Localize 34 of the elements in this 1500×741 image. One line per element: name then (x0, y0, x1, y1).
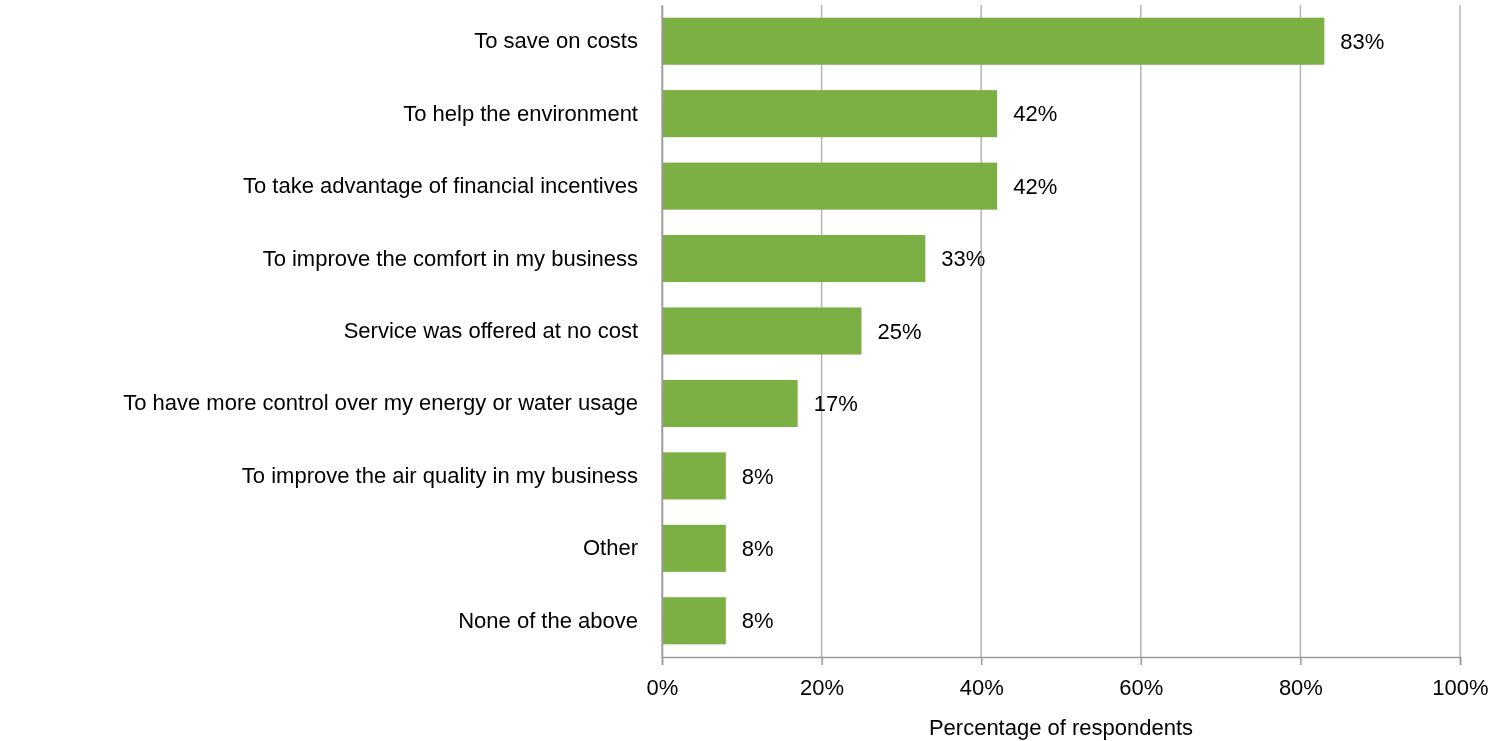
bar (662, 452, 726, 500)
y-tick-label: To have more control over my energy or water usage (123, 390, 638, 416)
bar (662, 379, 798, 427)
x-tick-label: 100% (1432, 674, 1489, 700)
data-label: 8% (741, 536, 774, 562)
x-tick-label: 40% (959, 674, 1004, 700)
y-tick-label: To save on costs (474, 28, 638, 54)
y-tick-label: To improve the air quality in my business (241, 462, 638, 488)
x-tick-label: 60% (1119, 674, 1164, 700)
data-label: 8% (741, 463, 774, 489)
bar (662, 524, 726, 572)
x-tick-label: 20% (800, 674, 845, 700)
y-tick-label: None of the above (458, 607, 638, 633)
data-label: 42% (1013, 101, 1058, 127)
data-label: 42% (1013, 173, 1058, 199)
y-tick-label: To help the environment (403, 100, 638, 126)
y-tick-label: To take advantage of financial incentives (242, 173, 638, 199)
data-label: 17% (813, 391, 858, 417)
data-label: 25% (877, 318, 922, 344)
bar (662, 17, 1325, 65)
bar (662, 597, 726, 645)
bar (662, 162, 998, 210)
y-tick-label: To improve the comfort in my business (262, 245, 638, 271)
x-tick-label: 80% (1278, 674, 1323, 700)
y-tick-label: Other (582, 535, 638, 561)
data-label: 33% (941, 246, 986, 272)
data-label: 83% (1340, 28, 1385, 54)
x-axis-title: Percentage of respondents (928, 715, 1194, 740)
data-label: 8% (741, 608, 774, 634)
bar (662, 307, 862, 355)
y-tick-label: Service was offered at no cost (343, 318, 638, 344)
bar (662, 90, 998, 138)
bar (662, 235, 926, 283)
x-tick-label: 0% (646, 674, 679, 700)
